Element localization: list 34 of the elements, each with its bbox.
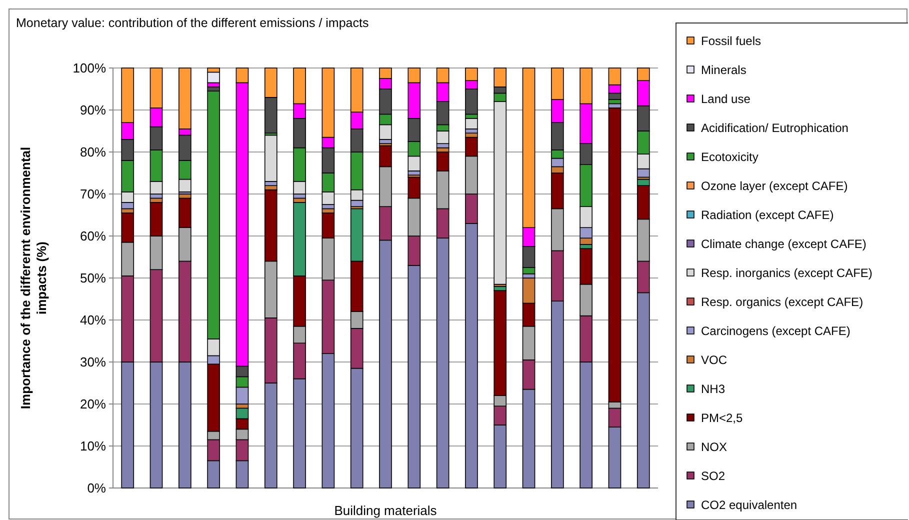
- legend-label: Resp. organics (except CAFE): [701, 295, 864, 310]
- y-tick-label: 60%: [80, 228, 106, 244]
- legend-label: Minerals: [701, 63, 746, 78]
- y-tick-label: 80%: [80, 144, 106, 160]
- y-tick-label: 30%: [80, 354, 106, 370]
- y-tick-label: 90%: [80, 102, 106, 118]
- chart-title: Monetary value: contribution of the different emissions / impacts: [16, 16, 369, 30]
- legend-label: Land use: [701, 92, 751, 106]
- y-tick-label: 20%: [80, 396, 106, 412]
- legend-label: Radiation (except CAFE): [701, 208, 834, 222]
- legend-label: SO2: [701, 469, 726, 484]
- legend-label: Climate change (except CAFE): [701, 237, 866, 252]
- legend-label: NH3: [701, 382, 726, 396]
- legend-label: CO2 equivalenten: [701, 498, 798, 512]
- y-tick-label: 40%: [80, 312, 106, 328]
- bar: [207, 72, 220, 84]
- legend-label: Ecotoxicity: [701, 150, 758, 164]
- y-tick-label: 100%: [72, 60, 106, 76]
- y-tick-label: 0%: [87, 480, 106, 496]
- x-axis-title: Building materials: [334, 503, 438, 518]
- legend-label: Resp. inorganics (except CAFE): [701, 266, 872, 280]
- y-axis-title: Importance of the differernt environmental impacts (%): [18, 146, 49, 410]
- y-tick-label: 50%: [80, 270, 106, 286]
- legend-label: Acidification/ Eutrophication: [701, 121, 848, 136]
- bar: [465, 118, 478, 130]
- legend-label: Fossil fuels: [701, 34, 762, 48]
- legend-label: VOC: [701, 353, 728, 368]
- legend-label: NOX: [701, 440, 728, 454]
- bar: [264, 134, 278, 182]
- y-tick-label: 70%: [80, 186, 106, 202]
- legend-label: PM<2,5: [701, 411, 744, 426]
- legend-label: Ozone layer (except CAFE): [701, 179, 848, 194]
- legend-label: Carcinogens (except CAFE): [701, 324, 850, 338]
- y-tick-label: 10%: [80, 438, 106, 454]
